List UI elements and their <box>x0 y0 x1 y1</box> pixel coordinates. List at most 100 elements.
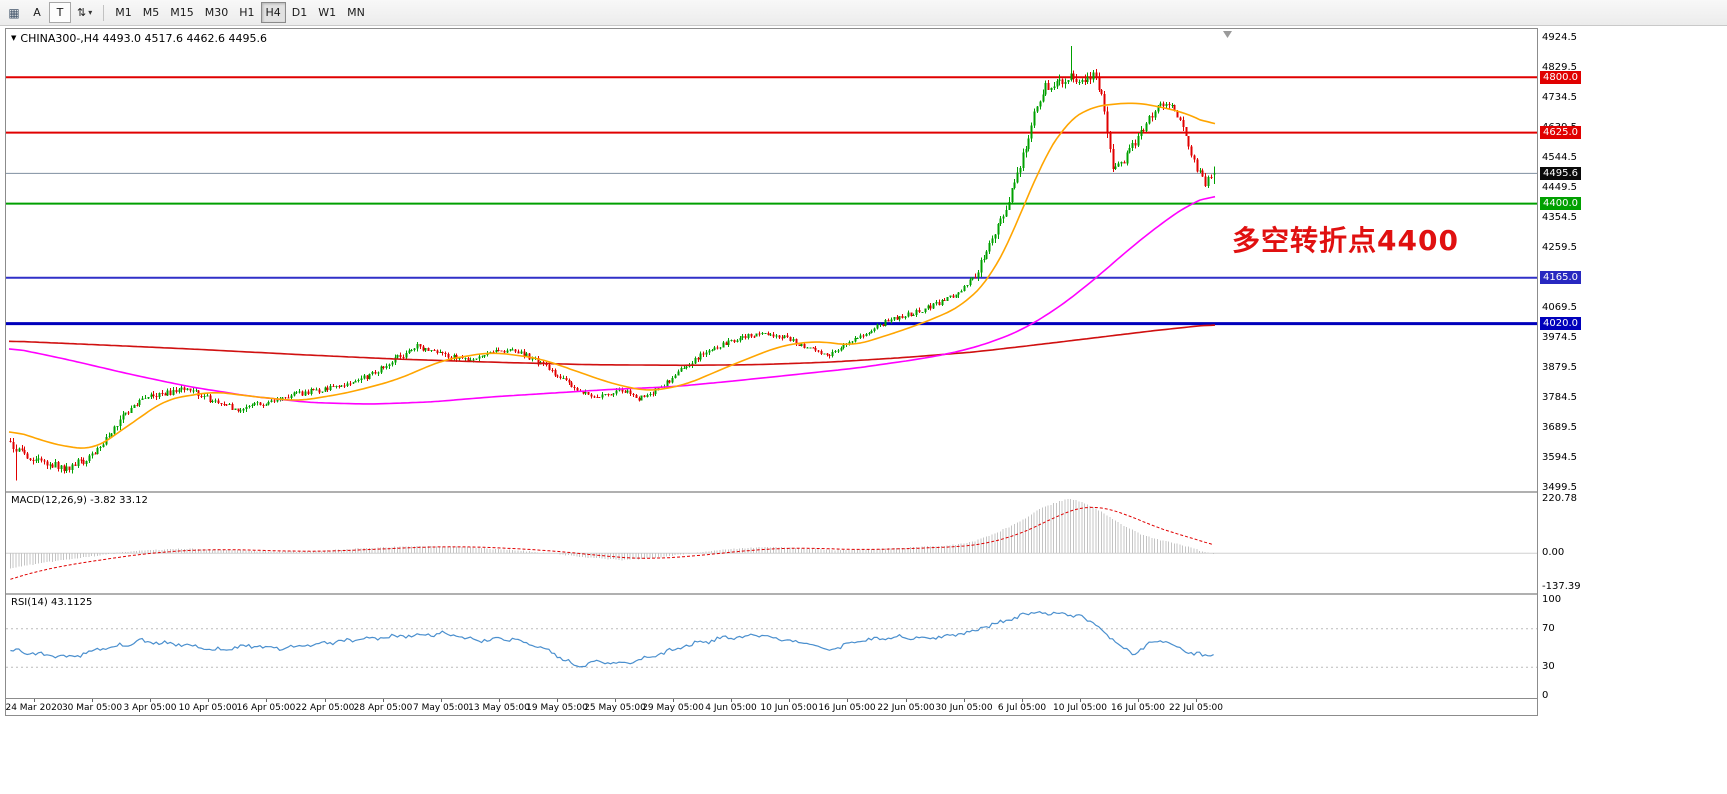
chart-window[interactable]: ▼ CHINA300-,H4 4493.0 4517.6 4462.6 4495… <box>5 28 1538 716</box>
updown-arrows-icon: ⇅ <box>77 6 87 19</box>
time-axis-tick <box>208 699 209 702</box>
time-axis-tick <box>789 699 790 702</box>
timeframe-mn-button[interactable]: MN <box>342 2 370 23</box>
time-axis-label: 13 May 05:00 <box>468 703 530 713</box>
timeframe-w1-button[interactable]: W1 <box>313 2 341 23</box>
time-axis-tick <box>557 699 558 702</box>
chart-type-button[interactable]: ▦ <box>3 2 25 23</box>
time-axis-tick <box>266 699 267 702</box>
time-axis[interactable]: 24 Mar 2020 30 Mar 05:00 3 Apr 05:00 10 Apr… <box>5 698 1537 715</box>
macd-chart-svg <box>6 499 1537 580</box>
timeframe-m5-button[interactable]: M5 <box>138 2 165 23</box>
time-axis-label: 22 Jul 05:00 <box>1169 703 1223 713</box>
time-axis-label: 10 Jun 05:00 <box>760 703 818 713</box>
macd-label: MACD(12,26,9) -3.82 33.12 <box>11 495 148 506</box>
time-axis-label: 7 May 05:00 <box>413 703 469 713</box>
time-axis-label: 30 Mar 05:00 <box>61 703 123 713</box>
price-axis-tick: 4069.5 <box>1542 302 1577 313</box>
chart-title: ▼ CHINA300-,H4 4493.0 4517.6 4462.6 4495… <box>11 32 267 45</box>
price-axis-tick: 3974.5 <box>1542 332 1577 343</box>
time-axis-tick <box>964 699 965 702</box>
price-axis-tick: 4829.5 <box>1542 62 1577 73</box>
chart-title-text: CHINA300-,H4 4493.0 4517.6 4462.6 4495.6 <box>20 32 268 45</box>
timeframe-m15-button[interactable]: M15 <box>165 2 199 23</box>
rsi-axis-tick: 70 <box>1542 623 1555 634</box>
time-axis-label: 30 Jun 05:00 <box>935 703 993 713</box>
collapse-arrow-icon[interactable]: ▼ <box>11 34 17 42</box>
price-axis-tick: 3689.5 <box>1542 422 1577 433</box>
toolbar: ▦ A T ⇅ ▾ M1 M5 M15 M30 H1 H4 D1 W1 MN <box>0 0 1727 26</box>
annotation-a-button[interactable]: A <box>26 2 48 23</box>
rsi-chart-svg <box>6 611 1537 668</box>
price-axis-tick: 4924.5 <box>1542 32 1577 43</box>
timeframe-m30-button[interactable]: M30 <box>200 2 234 23</box>
macd-axis-tick: 0.00 <box>1542 547 1565 558</box>
time-axis-label: 19 May 05:00 <box>526 703 588 713</box>
timeframe-h4-button[interactable]: H4 <box>260 2 286 23</box>
chart-shift-marker[interactable] <box>1223 31 1232 38</box>
price-chart-svg <box>6 31 1537 481</box>
symbol-cycle-button[interactable]: ⇅ ▾ <box>72 2 97 23</box>
price-level-badge: 4165.0 <box>1540 271 1581 284</box>
timeframe-d1-button[interactable]: D1 <box>287 2 312 23</box>
time-axis-label: 22 Jun 05:00 <box>877 703 935 713</box>
rsi-axis-tick: 100 <box>1542 594 1562 605</box>
time-axis-tick <box>1138 699 1139 702</box>
text-tool-button[interactable]: T <box>49 2 71 23</box>
price-axis-tick: 4354.5 <box>1542 212 1577 223</box>
time-axis-label: 6 Jul 05:00 <box>997 703 1047 713</box>
rsi-label: RSI(14) 43.1125 <box>11 597 93 608</box>
price-axis-tick: 4544.5 <box>1542 152 1577 163</box>
time-axis-tick <box>1196 699 1197 702</box>
price-level-badge: 4020.0 <box>1540 317 1581 330</box>
time-axis-tick <box>383 699 384 702</box>
price-axis-tick: 3594.5 <box>1542 452 1577 463</box>
time-axis-label: 10 Apr 05:00 <box>178 703 238 713</box>
chart-grid-icon: ▦ <box>8 5 20 20</box>
toolbar-separator <box>103 4 105 21</box>
time-axis-tick <box>150 699 151 702</box>
chevron-down-icon: ▾ <box>88 8 93 17</box>
time-axis-label: 28 Apr 05:00 <box>353 703 413 713</box>
price-scale[interactable]: 4924.54829.54734.54639.54544.54449.54354… <box>1540 28 1604 716</box>
time-axis-tick <box>499 699 500 702</box>
time-axis-tick <box>615 699 616 702</box>
price-level-badge: 4495.6 <box>1540 167 1581 180</box>
time-axis-tick <box>731 699 732 702</box>
price-axis-tick: 4734.5 <box>1542 92 1577 103</box>
time-axis-tick <box>325 699 326 702</box>
time-axis-tick <box>1022 699 1023 702</box>
macd-axis-tick: -137.39 <box>1542 581 1581 592</box>
time-axis-tick <box>847 699 848 702</box>
time-axis-label: 4 Jun 05:00 <box>705 703 757 713</box>
price-level-badge: 4625.0 <box>1540 126 1581 139</box>
time-axis-tick <box>92 699 93 702</box>
time-axis-tick <box>1080 699 1081 702</box>
price-axis-tick: 3499.5 <box>1542 482 1577 493</box>
time-axis-label: 16 Jun 05:00 <box>818 703 876 713</box>
price-pane[interactable]: ▼ CHINA300-,H4 4493.0 4517.6 4462.6 4495… <box>6 29 1537 491</box>
macd-axis-tick: 220.78 <box>1542 493 1577 504</box>
time-axis-label: 16 Apr 05:00 <box>236 703 296 713</box>
timeframe-h1-button[interactable]: H1 <box>234 2 259 23</box>
time-axis-label: 3 Apr 05:00 <box>123 703 177 713</box>
rsi-axis-tick: 30 <box>1542 661 1555 672</box>
price-axis-tick: 3879.5 <box>1542 362 1577 373</box>
price-axis-tick: 4449.5 <box>1542 182 1577 193</box>
price-axis-tick: 4259.5 <box>1542 242 1577 253</box>
price-axis-tick: 3784.5 <box>1542 392 1577 403</box>
rsi-pane[interactable]: RSI(14) 43.1125 <box>6 593 1537 698</box>
time-axis-label: 22 Apr 05:00 <box>295 703 355 713</box>
macd-pane[interactable]: MACD(12,26,9) -3.82 33.12 <box>6 491 1537 593</box>
time-axis-tick <box>673 699 674 702</box>
timeframe-m1-button[interactable]: M1 <box>110 2 137 23</box>
time-axis-label: 25 May 05:00 <box>584 703 646 713</box>
price-level-badge: 4800.0 <box>1540 71 1581 84</box>
pivot-annotation: 多空转折点4400 <box>1232 224 1459 257</box>
time-axis-tick <box>906 699 907 702</box>
time-axis-label: 10 Jul 05:00 <box>1053 703 1107 713</box>
time-axis-tick <box>34 699 35 702</box>
time-axis-tick <box>441 699 442 702</box>
rsi-axis-tick: 0 <box>1542 690 1549 701</box>
time-axis-label: 24 Mar 2020 <box>5 703 63 713</box>
